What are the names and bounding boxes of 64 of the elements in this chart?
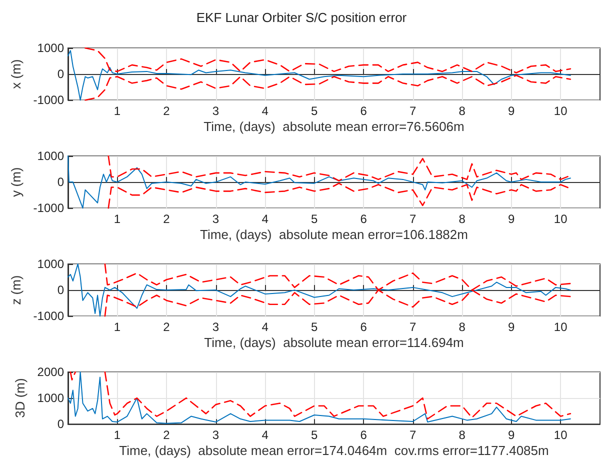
x-tick-label: 7 [409, 104, 416, 118]
x-tick-label: 2 [163, 212, 170, 226]
y-tick-label: 1000 [37, 149, 64, 163]
x-tick-label: 3 [212, 320, 220, 334]
x-tick-label: 2 [163, 320, 170, 334]
line-series [68, 50, 571, 101]
x-tick-label: 7 [409, 320, 416, 334]
x-tick-label: 3 [212, 428, 220, 442]
x-tick-label: 9 [508, 212, 515, 226]
x-tick-label: 5 [310, 212, 318, 226]
x-tick-label: 4 [262, 428, 269, 442]
x-tick-label: 8 [458, 428, 466, 442]
y-axis-title: 3D (m) [12, 378, 28, 418]
x-tick-label: 7 [409, 212, 416, 226]
x-axis-title: Time, (days) absolute mean error=76.5606m [204, 119, 464, 134]
x-tick-label: 2 [163, 428, 170, 442]
x-tick-label: 5 [310, 428, 318, 442]
x-tick-label: 2 [163, 104, 170, 118]
x-tick-label: 1 [114, 212, 121, 226]
x-tick-label: 3 [212, 104, 220, 118]
y-tick-label: 1000 [37, 391, 64, 406]
y-axis-title: y (m) [8, 167, 24, 197]
y-tick-label: -1000 [33, 93, 64, 108]
y-tick-label: -1000 [33, 309, 64, 324]
x-tick-label: 6 [360, 320, 368, 334]
x-axis-title: Time, (days) absolute mean error=106.1882m [200, 227, 468, 242]
x-tick-label: 6 [360, 212, 368, 226]
x-tick-label: 8 [458, 212, 466, 226]
y-tick-label: -1000 [33, 201, 64, 216]
y-tick-label: 0 [57, 67, 64, 82]
y-axis-title: z (m) [8, 275, 24, 305]
line-series [68, 156, 571, 209]
x-tick-label: 10 [554, 428, 568, 442]
y-tick-label: 0 [57, 175, 64, 190]
x-tick-label: 1 [114, 104, 121, 118]
x-tick-label: 10 [554, 104, 568, 118]
line-series [68, 264, 571, 317]
x-tick-label: 4 [262, 320, 269, 334]
x-tick-label: 4 [262, 104, 269, 118]
x-tick-label: 3 [212, 212, 220, 226]
x-tick-label: 9 [508, 104, 515, 118]
x-tick-label: 8 [458, 104, 466, 118]
chart-title: EKF Lunar Orbiter S/C position error [196, 10, 408, 25]
x-axis-title: Time, (days) absolute mean error=174.0464m cov.rms error=1177.4085m [119, 443, 549, 458]
x-tick-label: 6 [360, 104, 368, 118]
x-tick-label: 8 [458, 320, 466, 334]
x-tick-label: 1 [114, 428, 121, 442]
x-tick-label: 6 [360, 428, 368, 442]
x-tick-label: 9 [508, 320, 515, 334]
y-tick-label: 0 [57, 417, 64, 432]
x-tick-label: 5 [310, 320, 318, 334]
x-axis-title: Time, (days) absolute mean error=114.694m [204, 335, 464, 350]
x-tick-label: 10 [554, 212, 568, 226]
x-tick-label: 10 [554, 320, 568, 334]
y-tick-label: 0 [57, 283, 64, 298]
x-tick-label: 9 [508, 428, 515, 442]
y-tick-label: 2000 [37, 365, 64, 379]
y-tick-label: 1000 [37, 257, 64, 271]
y-tick-label: 1000 [37, 41, 64, 55]
x-tick-label: 5 [310, 104, 318, 118]
x-tick-label: 1 [114, 320, 121, 334]
y-axis-title: x (m) [8, 59, 24, 89]
x-tick-label: 4 [262, 212, 269, 226]
x-tick-label: 7 [409, 428, 416, 442]
